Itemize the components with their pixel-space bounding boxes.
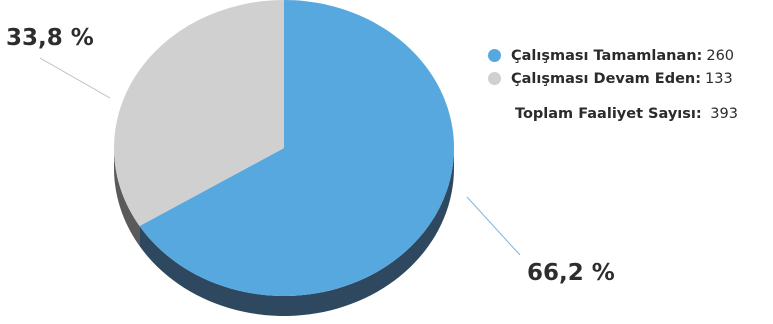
- pie-top-faces: [114, 0, 455, 296]
- legend: Çalışması Tamamlanan: 260 Çalışması Deva…: [488, 44, 738, 122]
- legend-value-tamamlanan: 260: [706, 47, 735, 64]
- pie-3d-side: [114, 148, 454, 316]
- legend-item-tamamlanan: Çalışması Tamamlanan: 260: [488, 44, 738, 67]
- pie-slice-devam: [114, 0, 284, 227]
- legend-item-devam: Çalışması Devam Eden: 133: [488, 67, 738, 90]
- percent-label-devam: 33,8 %: [6, 25, 94, 51]
- total-value: 393: [710, 106, 738, 122]
- total-label: Toplam Faaliyet Sayısı:: [515, 106, 702, 122]
- legend-value-devam: 133: [705, 70, 733, 87]
- leader-line-devam: [39, 57, 111, 99]
- pie-slice-tamamlanan: [139, 0, 455, 296]
- legend-swatch-tamamlanan: [488, 49, 501, 62]
- legend-swatch-devam: [488, 72, 501, 85]
- total-activity: Toplam Faaliyet Sayısı: 393: [488, 106, 738, 122]
- leader-line-tamamlanan: [466, 196, 521, 256]
- legend-label-tamamlanan: Çalışması Tamamlanan:: [511, 47, 703, 64]
- pie-side-devam: [114, 148, 140, 247]
- legend-label-devam: Çalışması Devam Eden:: [511, 70, 702, 87]
- pie-side-tamamlanan: [139, 148, 454, 316]
- percent-label-tamamlanan: 66,2 %: [527, 260, 615, 286]
